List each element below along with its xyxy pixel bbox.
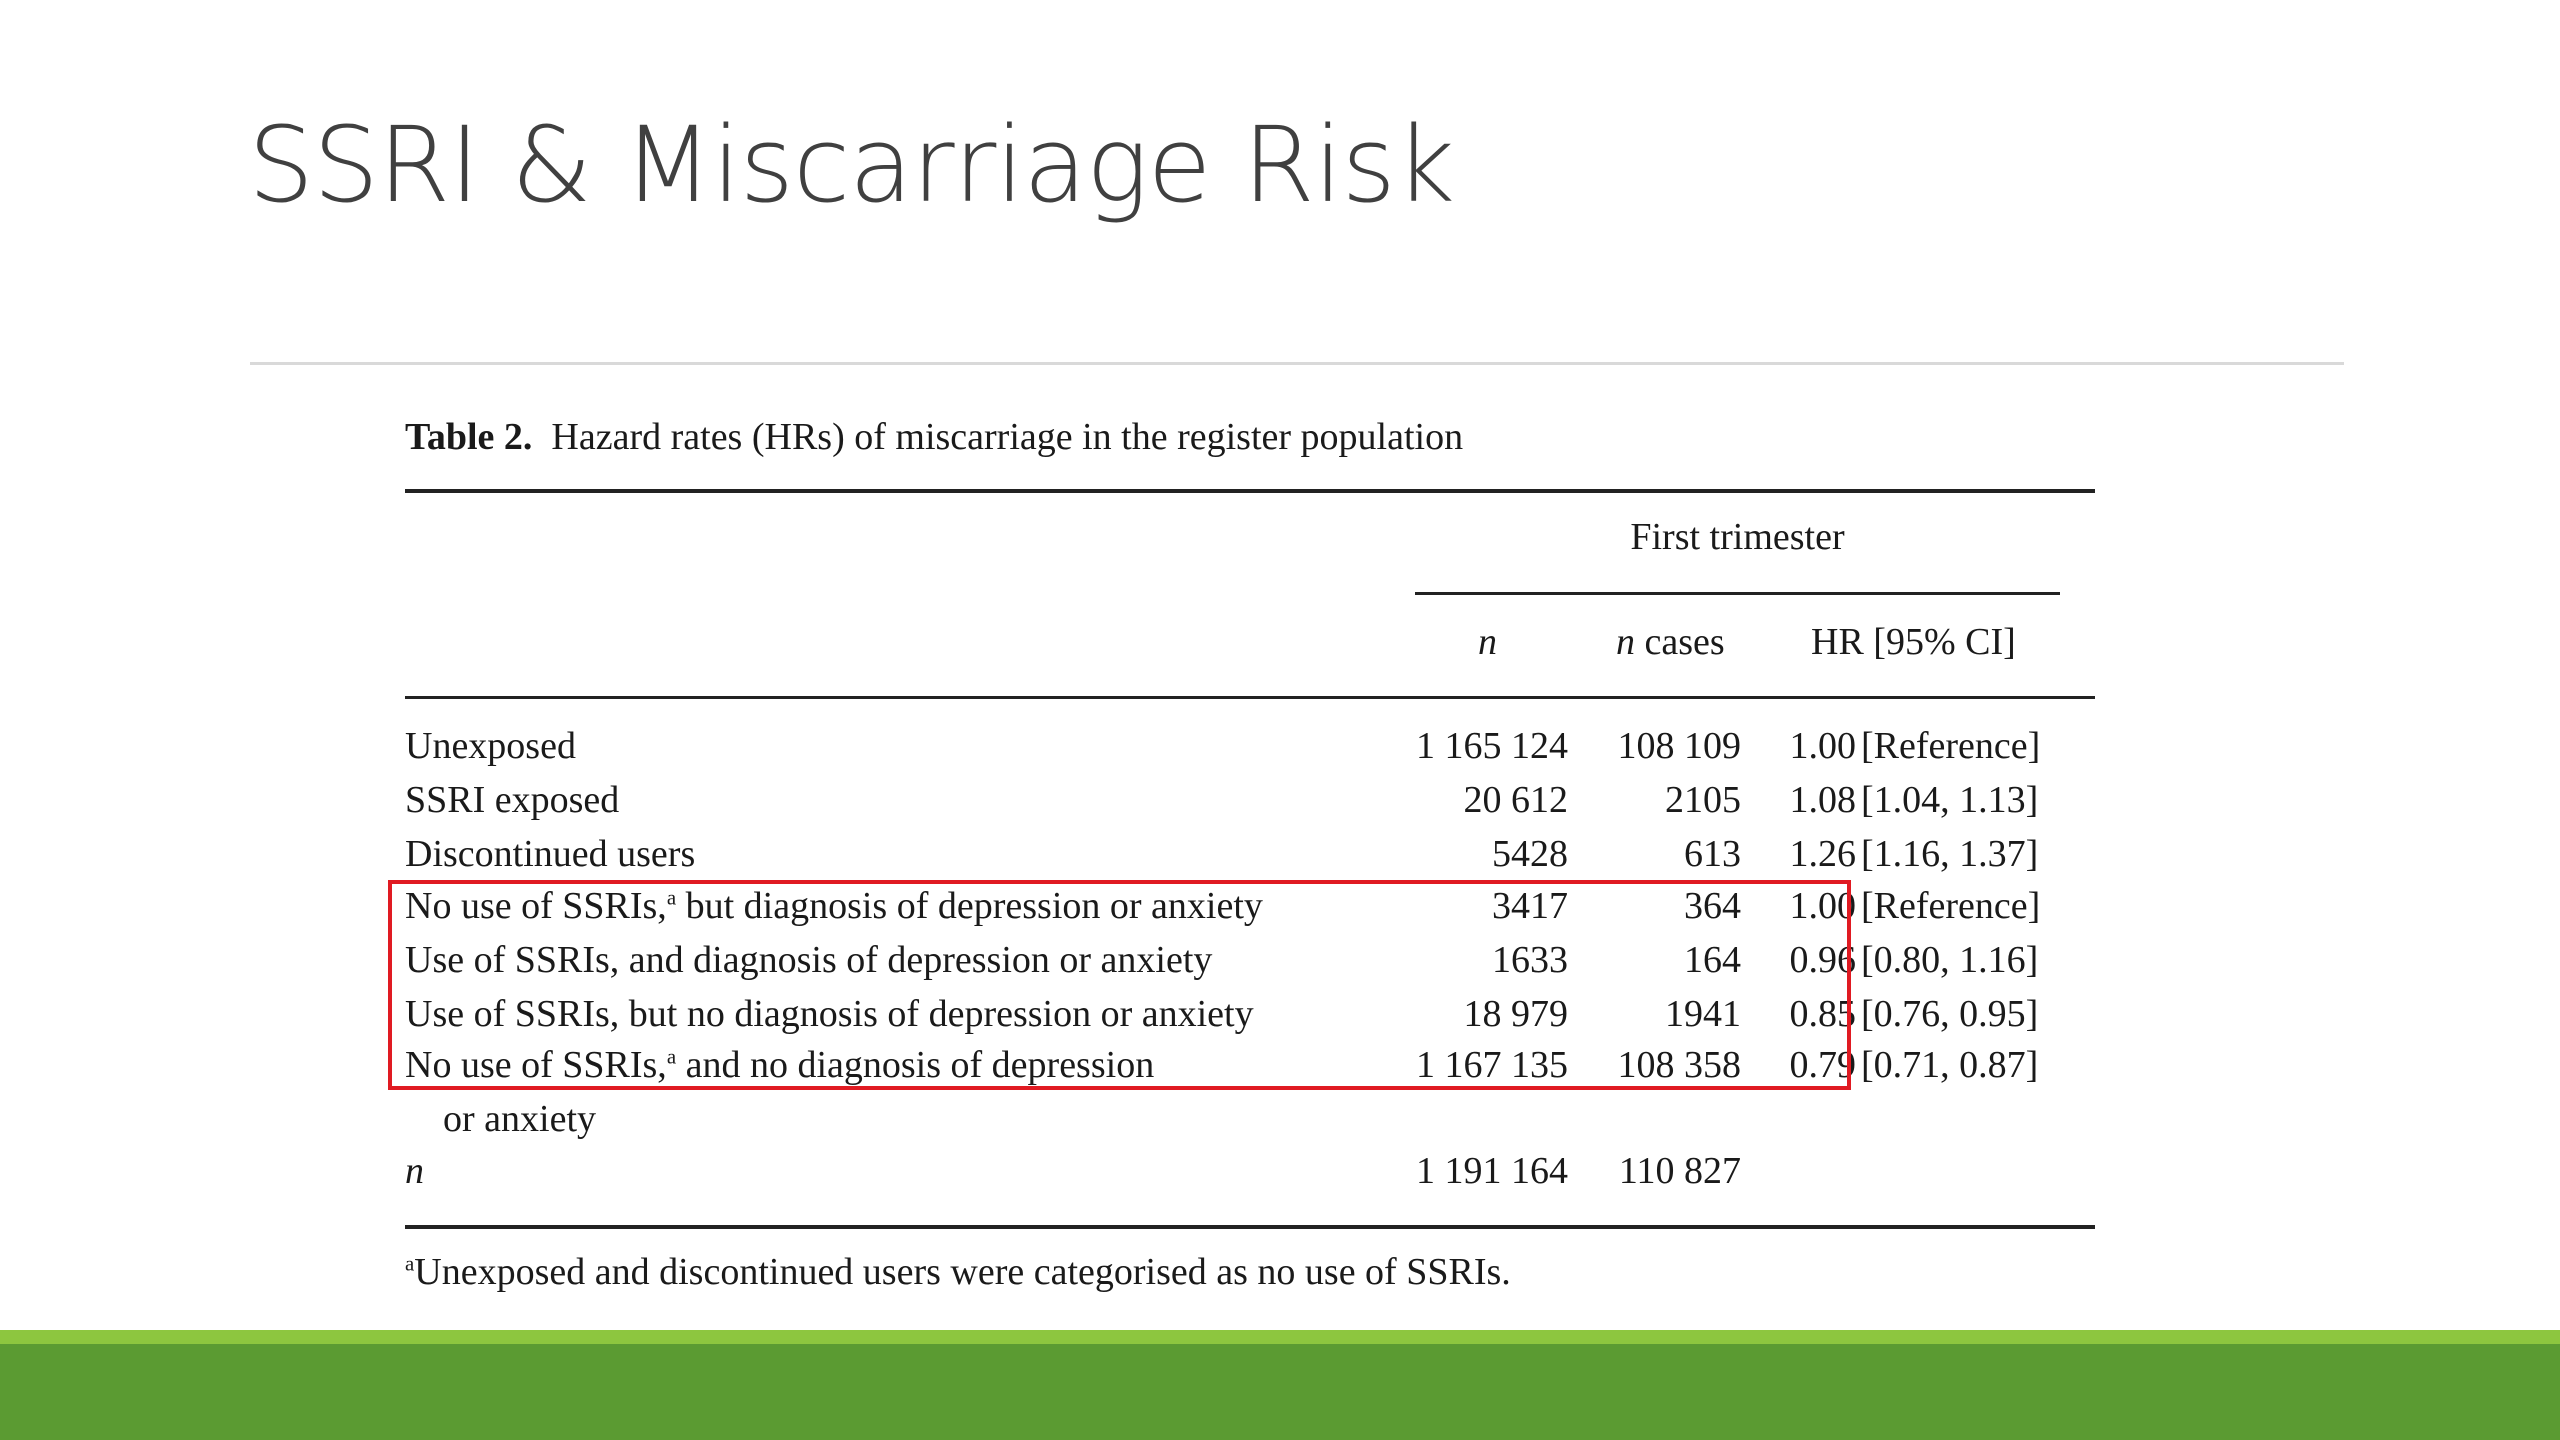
row-label: Use of SSRIs, and diagnosis of depressio… [405,939,1213,981]
footer-bar-light [0,1330,2560,1344]
table-top-rule [405,489,2095,493]
row-label: Discontinued users [405,833,696,875]
row-ci: [0.76, 0.95] [1861,993,2039,1035]
row-hr: 1.00 [1789,885,1857,927]
column-header-n-cases: n cases [1616,620,1725,664]
row-cases: 613 [1684,833,1741,875]
total-label-text: n [405,1150,424,1192]
column-header-n: n [1478,620,1497,664]
row-ci: [1.04, 1.13] [1861,779,2039,821]
table-row: Use of SSRIs, and diagnosis of depressio… [403,938,2103,992]
row-hr: 1.00 [1789,725,1857,767]
row-cases: 164 [1684,939,1741,981]
row-cases: 1941 [1665,993,1741,1035]
table-row: Use of SSRIs, but no diagnosis of depres… [403,992,2103,1046]
title-divider [250,362,2344,365]
row-cases: 108 109 [1617,725,1742,767]
row-label: No use of SSRIs,a but diagnosis of depre… [405,884,1263,928]
table-row-continuation: or anxiety [403,1097,2103,1151]
row-label: Unexposed [405,725,576,767]
column-header-n-cases-italic: n [1616,621,1635,663]
row-label-part: and no diagnosis of depression [676,1044,1155,1086]
table-header-rule [405,696,2095,699]
column-header-n-text: n [1478,621,1497,663]
footer-bar-dark [0,1344,2560,1440]
table-row: Discontinued users 5428 613 1.26 [1.16, … [403,832,2103,886]
table-bottom-rule [405,1225,2095,1229]
footnote-text: Unexposed and discontinued users were ca… [414,1251,1511,1293]
row-ci: [Reference] [1861,885,2041,927]
row-label-part: No use of SSRIs, [405,885,667,927]
table-caption: Table 2. Hazard rates (HRs) of miscarria… [405,415,1463,459]
row-hr: 1.08 [1789,779,1857,821]
table-row: No use of SSRIs,a but diagnosis of depre… [403,884,2103,938]
column-header-n-cases-rest: cases [1635,621,1725,663]
row-label-continuation: or anxiety [443,1098,597,1140]
row-n: 1 165 124 [1416,725,1568,767]
row-hr: 0.85 [1789,993,1857,1035]
row-n: 18 979 [1463,993,1569,1035]
total-cases: 110 827 [1618,1150,1741,1192]
row-n: 1 167 135 [1416,1044,1568,1086]
row-label: Use of SSRIs, but no diagnosis of depres… [405,993,1254,1035]
row-label: No use of SSRIs,a and no diagnosis of de… [405,1043,1154,1087]
footnote-marker: a [405,1251,415,1276]
table-footnote: aUnexposed and discontinued users were c… [405,1250,1511,1294]
row-ci: [0.80, 1.16] [1861,939,2039,981]
row-label-part: No use of SSRIs, [405,1044,667,1086]
footnote-marker: a [666,1044,677,1069]
column-header-hr: HR [95% CI] [1811,621,2016,663]
total-n: 1 191 164 [1416,1150,1568,1192]
table-total-row: n 1 191 164 110 827 [403,1149,2103,1203]
row-label-part: but diagnosis of depression or anxiety [676,885,1263,927]
highlight-box [388,880,1851,1090]
span-header-first-trimester: First trimester [1630,516,1845,558]
table-row: SSRI exposed 20 612 2105 1.08 [1.04, 1.1… [403,778,2103,832]
row-ci: [1.16, 1.37] [1861,833,2039,875]
row-ci: [0.71, 0.87] [1861,1044,2039,1086]
row-ci: [Reference] [1861,725,2041,767]
table-figure: Table 2. Hazard rates (HRs) of miscarria… [388,405,2103,1305]
row-hr: 0.79 [1789,1044,1857,1086]
row-hr: 0.96 [1789,939,1857,981]
row-cases: 2105 [1665,779,1741,821]
table-caption-text: Hazard rates (HRs) of miscarriage in the… [551,416,1464,458]
row-cases: 364 [1684,885,1741,927]
table-row: Unexposed 1 165 124 108 109 1.00 [Refere… [403,724,2103,778]
row-label: SSRI exposed [405,779,620,821]
row-hr: 1.26 [1789,833,1857,875]
row-n: 5428 [1492,833,1568,875]
table-caption-label: Table 2. [405,416,533,458]
row-n: 1633 [1492,939,1568,981]
footnote-marker: a [666,885,677,910]
span-header-rule [1415,592,2060,595]
table-row: No use of SSRIs,a and no diagnosis of de… [403,1043,2103,1097]
row-n: 20 612 [1463,779,1569,821]
row-n: 3417 [1492,885,1568,927]
row-cases: 108 358 [1617,1044,1742,1086]
slide-title: SSRI & Miscarriage Risk [248,104,1455,226]
total-label: n [405,1149,424,1193]
